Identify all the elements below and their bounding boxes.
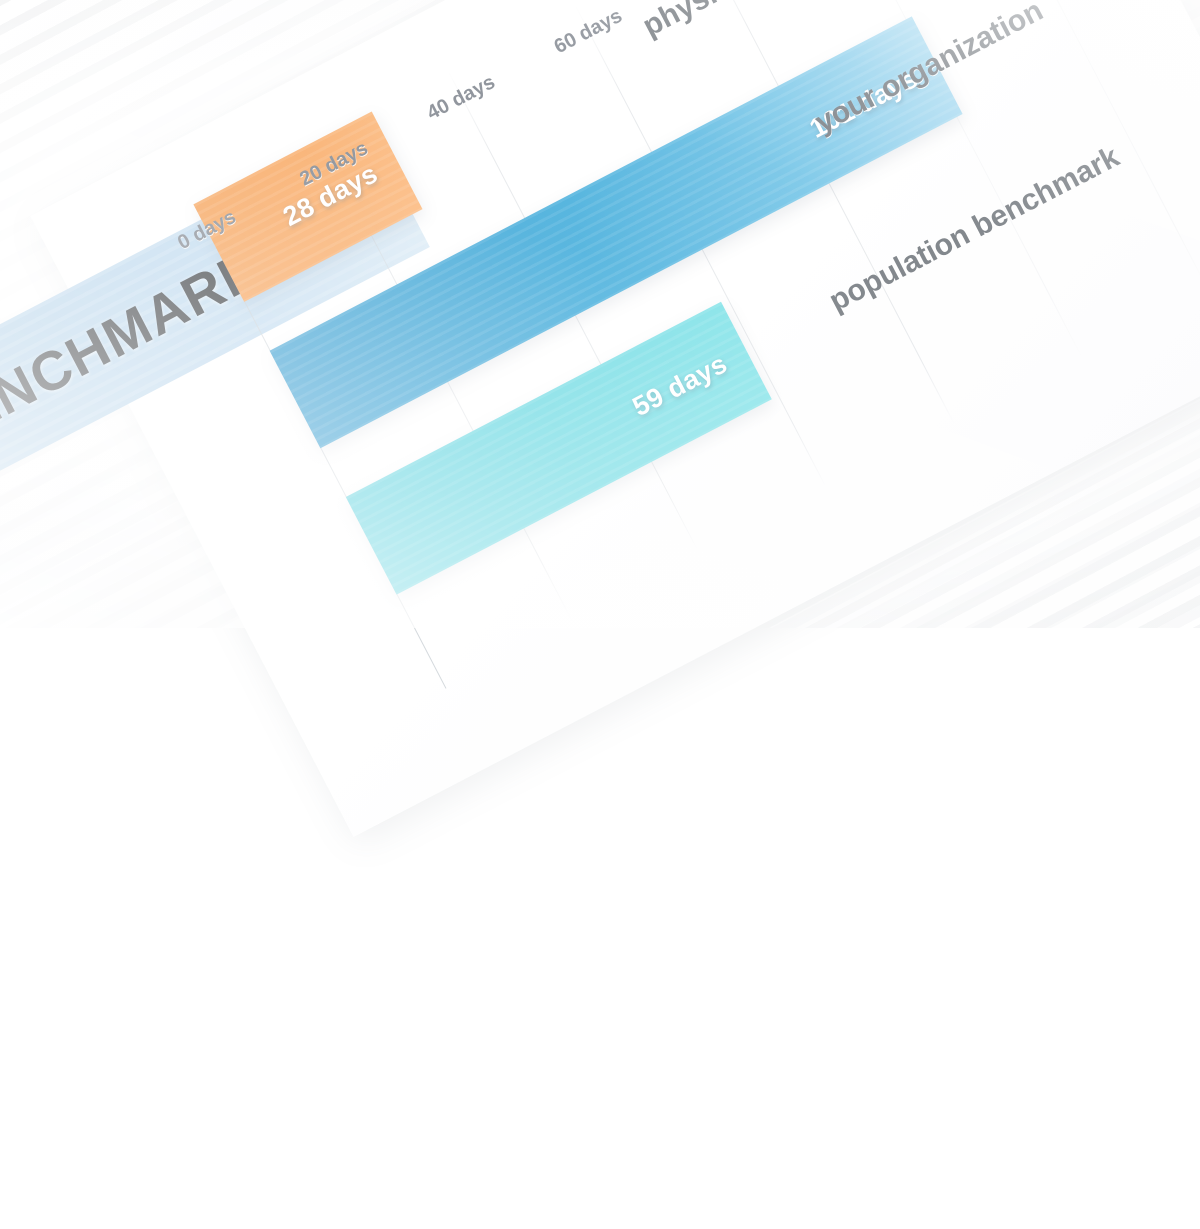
bar-value-label: 59 days [627,347,732,422]
